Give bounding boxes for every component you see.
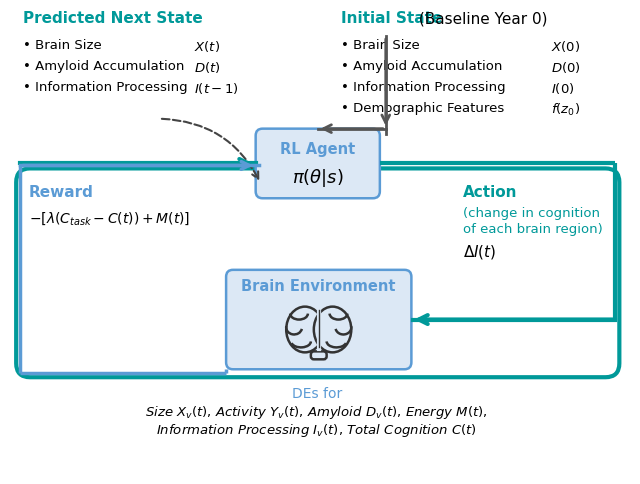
Text: DEs for: DEs for [292,387,342,401]
Text: $X(0)$: $X(0)$ [551,39,580,54]
Ellipse shape [314,307,351,352]
Text: $f(z_0)$: $f(z_0)$ [551,102,580,118]
Text: RL Agent: RL Agent [280,142,355,157]
Text: • Amyloid Accumulation: • Amyloid Accumulation [23,60,184,73]
Text: Action: Action [463,185,517,200]
Text: (change in cognition: (change in cognition [463,207,600,220]
Text: $-[\lambda(C_{task} - C(t)) + M(t)]$: $-[\lambda(C_{task} - C(t)) + M(t)]$ [29,210,190,227]
Text: • Brain Size: • Brain Size [341,39,420,52]
Text: $\it{Size}$ $X_v(t)$, $\it{Activity}$ $Y_v(t)$, $\it{Amyloid}$ $D_v(t)$, $\it{En: $\it{Size}$ $X_v(t)$, $\it{Activity}$ $Y… [145,404,488,421]
Text: Reward: Reward [29,185,94,200]
Text: • Brain Size: • Brain Size [23,39,102,52]
Text: (Baseline Year 0): (Baseline Year 0) [414,11,548,26]
Text: Brain Environment: Brain Environment [241,279,396,294]
Text: $\pi(\theta|s)$: $\pi(\theta|s)$ [292,167,344,189]
Text: $I(t-1)$: $I(t-1)$ [193,81,239,96]
Text: $D(t)$: $D(t)$ [193,60,220,75]
Ellipse shape [286,307,324,352]
FancyBboxPatch shape [255,129,380,198]
Text: $X(t)$: $X(t)$ [193,39,220,54]
Text: $I(0)$: $I(0)$ [551,81,575,96]
Text: $D(0)$: $D(0)$ [551,60,581,75]
FancyBboxPatch shape [16,168,620,377]
Text: $\it{Information\ Processing}$ $I_v(t)$, $\it{Total\ Cognition}$ $C(t)$: $\it{Information\ Processing}$ $I_v(t)$,… [156,422,477,439]
Text: $\Delta I(t)$: $\Delta I(t)$ [463,243,496,261]
Text: • Information Processing: • Information Processing [341,81,506,94]
FancyBboxPatch shape [311,351,326,359]
Text: • Demographic Features: • Demographic Features [341,102,505,115]
Text: Predicted Next State: Predicted Next State [23,11,203,26]
Text: of each brain region): of each brain region) [463,223,602,236]
Text: • Amyloid Accumulation: • Amyloid Accumulation [341,60,503,73]
Text: Initial State: Initial State [341,11,443,26]
FancyBboxPatch shape [226,270,412,369]
Text: • Information Processing: • Information Processing [23,81,188,94]
